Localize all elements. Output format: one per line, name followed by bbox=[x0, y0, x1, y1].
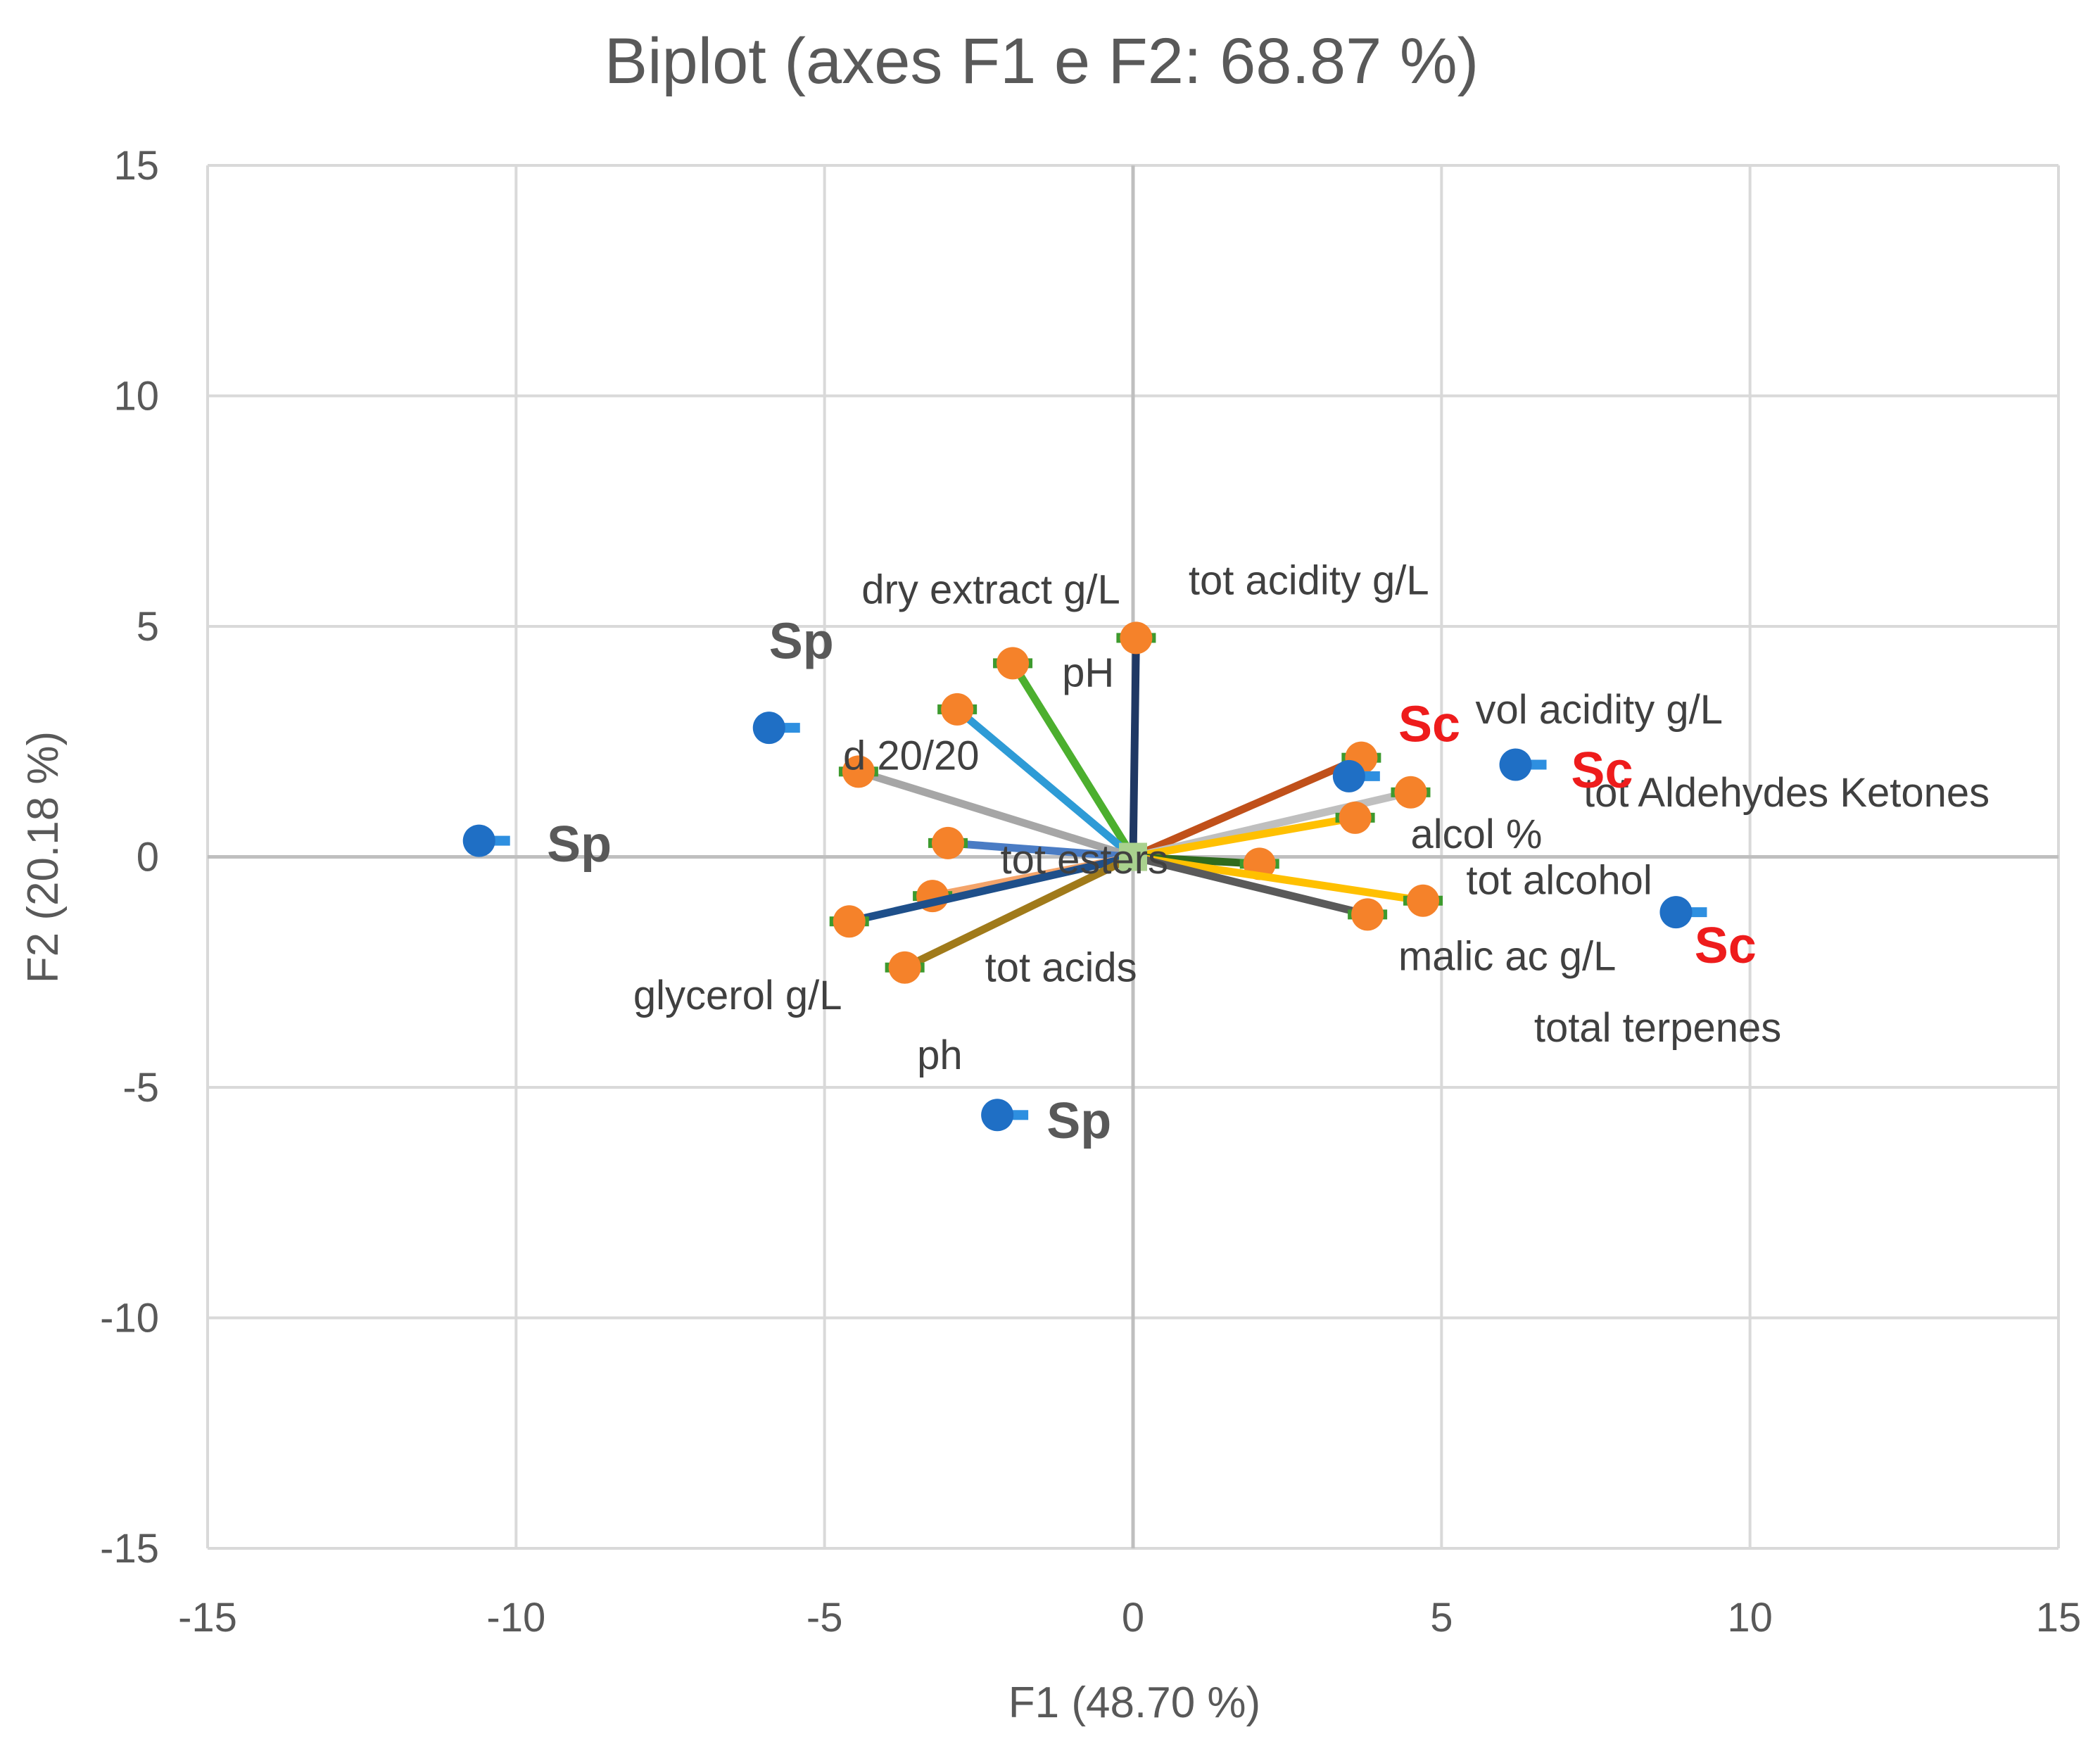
x-tick-label-5: 10 bbox=[1727, 1595, 1773, 1641]
variable-point-3 bbox=[842, 755, 875, 788]
x-tick-label-2: -5 bbox=[807, 1595, 843, 1641]
x-tick-label-3: 0 bbox=[1122, 1595, 1144, 1641]
observation-label-1: Sp bbox=[769, 614, 834, 670]
observation-labels: Sp Sp Sp Sc Sc Sc bbox=[547, 614, 1757, 1149]
variable-vector-0 bbox=[1129, 638, 1140, 857]
variable-label-8: vol acidity g/L bbox=[1476, 687, 1723, 733]
observation-label-5: Sc bbox=[1695, 918, 1757, 974]
variable-label-4: tot esters bbox=[1001, 837, 1169, 883]
variable-label-1: dry extract g/L bbox=[861, 567, 1120, 613]
variable-label-10: alcol % bbox=[1411, 811, 1543, 857]
variable-label-12: malic ac g/L bbox=[1398, 933, 1616, 979]
variable-vector-6 bbox=[848, 853, 1134, 925]
y-tick-label-6: 15 bbox=[113, 143, 159, 189]
observation-point-3 bbox=[1332, 759, 1365, 792]
observation-label-3: Sc bbox=[1398, 697, 1460, 753]
y-tick-label-4: 5 bbox=[137, 604, 159, 650]
variable-vector-4 bbox=[947, 839, 1134, 861]
y-tick-label-2: -5 bbox=[122, 1065, 159, 1111]
variable-label-2: pH bbox=[1062, 650, 1114, 696]
y-tick-label-3: 0 bbox=[137, 835, 159, 880]
x-tick-label-1: -10 bbox=[486, 1595, 545, 1641]
variable-point-13 bbox=[1351, 898, 1384, 931]
variable-point-4 bbox=[932, 826, 964, 859]
variable-label-13: total terpenes bbox=[1534, 1005, 1781, 1051]
y-tick-label-1: -10 bbox=[100, 1296, 159, 1341]
observation-label-2: Sp bbox=[1046, 1093, 1111, 1149]
variable-vector-8 bbox=[1131, 754, 1363, 861]
observation-point-1 bbox=[752, 712, 785, 745]
variable-label-6: glycerol g/L bbox=[633, 973, 842, 1018]
observation-label-4: Sc bbox=[1571, 743, 1633, 799]
variable-point-12 bbox=[1407, 884, 1440, 917]
origin-marker bbox=[1119, 842, 1147, 871]
observation-point-0 bbox=[462, 824, 495, 857]
variable-label-3: d 20/20 bbox=[843, 733, 980, 778]
x-axis-label: F1 (48.70 %) bbox=[1008, 1679, 1260, 1727]
variable-point-9 bbox=[1394, 776, 1427, 809]
variable-vector-1 bbox=[1009, 661, 1137, 859]
variable-vector-2 bbox=[954, 706, 1136, 860]
x-tick-label-6: 15 bbox=[2036, 1595, 2082, 1641]
variable-point-1 bbox=[997, 647, 1030, 680]
variable-vector-3 bbox=[857, 768, 1134, 861]
observation-point-5 bbox=[1659, 896, 1693, 929]
y-axis-label: F2 (20.18 %) bbox=[19, 731, 68, 983]
origin-square bbox=[1119, 842, 1147, 871]
variable-vector-10 bbox=[1132, 814, 1356, 861]
x-tick-label-4: 5 bbox=[1430, 1595, 1453, 1641]
chart-title: Biplot (axes F1 e F2: 68.87 %) bbox=[605, 25, 1479, 97]
observation-points bbox=[462, 712, 1707, 1132]
variable-label-7: ph bbox=[917, 1032, 963, 1078]
variable-point-6 bbox=[833, 905, 866, 938]
variable-label-11: tot alcohol bbox=[1466, 857, 1652, 903]
y-tick-labels: -15 -10 -5 0 5 10 15 bbox=[100, 143, 159, 1572]
variable-vector-7 bbox=[903, 853, 1135, 971]
variable-vectors bbox=[829, 621, 1443, 984]
variable-point-2 bbox=[941, 693, 974, 726]
variable-point-7 bbox=[888, 951, 921, 984]
variable-point-0 bbox=[1120, 621, 1153, 655]
variable-label-0: tot acidity g/L bbox=[1189, 558, 1429, 604]
y-tick-label-5: 10 bbox=[113, 374, 159, 419]
variable-label-9: tot Aldehydes Ketones bbox=[1583, 770, 1990, 816]
x-tick-labels: -15 -10 -5 0 5 10 15 bbox=[178, 1595, 2081, 1641]
variable-vector-13 bbox=[1132, 853, 1369, 918]
observation-label-0: Sp bbox=[547, 816, 612, 873]
observation-point-4 bbox=[1499, 748, 1532, 781]
variable-vector-12 bbox=[1132, 853, 1424, 905]
x-tick-label-0: -15 bbox=[178, 1595, 237, 1641]
y-tick-label-0: -15 bbox=[100, 1526, 159, 1572]
variable-labels: tot acidity g/L dry extract g/L pH d 20/20 t… bbox=[633, 558, 1990, 1079]
observation-point-2 bbox=[981, 1099, 1014, 1132]
variable-point-10 bbox=[1339, 801, 1372, 834]
variable-label-5: tot acids bbox=[985, 945, 1137, 991]
